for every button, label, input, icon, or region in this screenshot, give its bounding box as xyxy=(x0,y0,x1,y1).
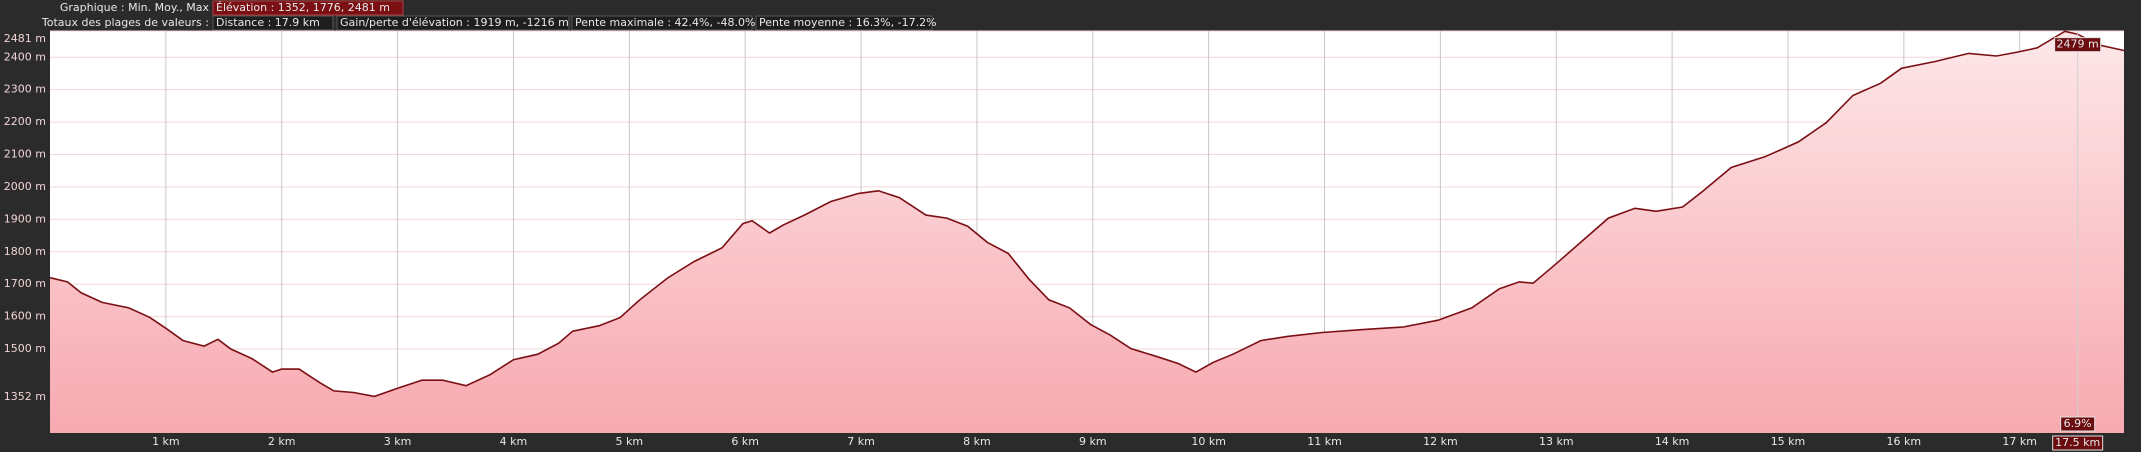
y-tick-label: 1700 m xyxy=(4,277,46,290)
header-avg-slope: Pente moyenne : 16.3%, -17.2% xyxy=(759,16,937,29)
cursor-slope: 6.9% xyxy=(2064,417,2092,430)
header-label: Totaux des plages de valeurs : xyxy=(41,16,209,29)
y-tick-label: 1800 m xyxy=(4,245,46,258)
header-box xyxy=(755,15,933,31)
y-tick-label: 1500 m xyxy=(4,342,46,355)
elevation-area xyxy=(50,31,2124,434)
header-box xyxy=(336,15,570,31)
y-tick-label: 1900 m xyxy=(4,212,46,225)
y-tick-label: 2100 m xyxy=(4,148,46,161)
x-tick-label: 3 km xyxy=(384,435,412,448)
y-tick-label: 2300 m xyxy=(4,83,46,96)
x-tick-label: 8 km xyxy=(963,435,991,448)
x-tick-label: 11 km xyxy=(1307,435,1342,448)
x-tick-label: 2 km xyxy=(268,435,296,448)
cursor-distance: 17.5 km xyxy=(2055,436,2100,449)
cursor-elevation: 2479 m xyxy=(2057,38,2099,51)
y-tick-label: 2481 m xyxy=(4,32,46,45)
x-tick-label: 6 km xyxy=(731,435,759,448)
x-tick-label: 9 km xyxy=(1079,435,1107,448)
header-elevation: Élévation : 1352, 1776, 2481 m xyxy=(216,1,390,14)
header-box xyxy=(212,15,334,31)
x-tick-label: 17 km xyxy=(2002,435,2037,448)
x-tick-label: 5 km xyxy=(616,435,644,448)
x-tick-label: 7 km xyxy=(847,435,875,448)
x-tick-label: 10 km xyxy=(1191,435,1226,448)
y-tick-label: 2200 m xyxy=(4,115,46,128)
x-tick-label: 16 km xyxy=(1887,435,1922,448)
y-tick-label: 2000 m xyxy=(4,180,46,193)
header-gain-loss: Gain/perte d'élévation : 1919 m, -1216 m xyxy=(340,16,569,29)
y-tick-label: 2400 m xyxy=(4,50,46,63)
cursor-elevation-box xyxy=(2054,37,2102,53)
header-label: Graphique : Min. Moy., Max xyxy=(60,1,210,14)
x-tick-label: 15 km xyxy=(1771,435,1806,448)
header-box xyxy=(571,15,753,31)
cursor-distance-box xyxy=(2052,435,2104,451)
elevation-line xyxy=(49,30,2125,398)
x-tick-label: 12 km xyxy=(1423,435,1458,448)
header-box xyxy=(212,0,404,16)
x-tick-label: 14 km xyxy=(1655,435,1690,448)
x-tick-label: 4 km xyxy=(500,435,528,448)
y-tick-label: 1352 m xyxy=(4,390,46,403)
x-tick-label: 13 km xyxy=(1539,435,1574,448)
header-max-slope: Pente maximale : 42.4%, -48.0% xyxy=(575,16,755,29)
cursor-slope-box xyxy=(2060,416,2096,432)
y-tick-label: 1600 m xyxy=(4,310,46,323)
header-distance: Distance : 17.9 km xyxy=(216,16,320,29)
x-tick-label: 1 km xyxy=(152,435,180,448)
